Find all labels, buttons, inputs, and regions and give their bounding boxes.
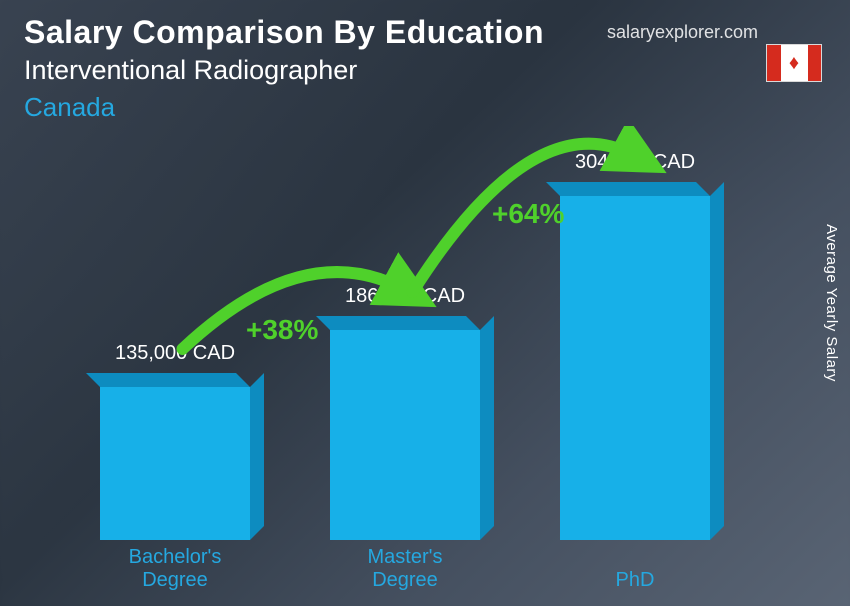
bar-chart: 135,000 CAD Bachelor'sDegree 186,000 CAD Ma… (0, 126, 850, 606)
bar-top-poly (316, 316, 480, 330)
bar-top-poly (546, 182, 710, 196)
bar-2: 304,000 CAD (560, 196, 710, 540)
bar-value-label: 135,000 CAD (100, 342, 250, 365)
bar-value-label: 186,000 CAD (330, 285, 480, 308)
bar-category-label: Master'sDegree (305, 546, 505, 592)
country-label: Canada (24, 92, 826, 123)
infographic-container: Salary Comparison By Education Intervent… (0, 0, 850, 606)
maple-leaf-icon: ♦ (789, 53, 799, 73)
increase-percent-label: +38% (246, 314, 318, 346)
bar-0: 135,000 CAD (100, 387, 250, 540)
bar-front-face (330, 330, 480, 540)
bar-front-face (560, 196, 710, 540)
bar-top-poly (86, 373, 250, 387)
bar-side-face (710, 182, 724, 540)
bar-category-label: Bachelor'sDegree (75, 546, 275, 592)
bar-value-label: 304,000 CAD (560, 151, 710, 174)
bar-side-face (250, 373, 264, 540)
bar-category-label: PhD (535, 569, 735, 592)
bar-front-face (100, 387, 250, 540)
bar-side-face (480, 316, 494, 540)
increase-percent-label: +64% (492, 198, 564, 230)
canada-flag-icon: ♦ (766, 44, 822, 82)
bar-1: 186,000 CAD (330, 330, 480, 540)
job-subtitle: Interventional Radiographer (24, 55, 826, 86)
watermark-text: salaryexplorer.com (607, 22, 758, 43)
